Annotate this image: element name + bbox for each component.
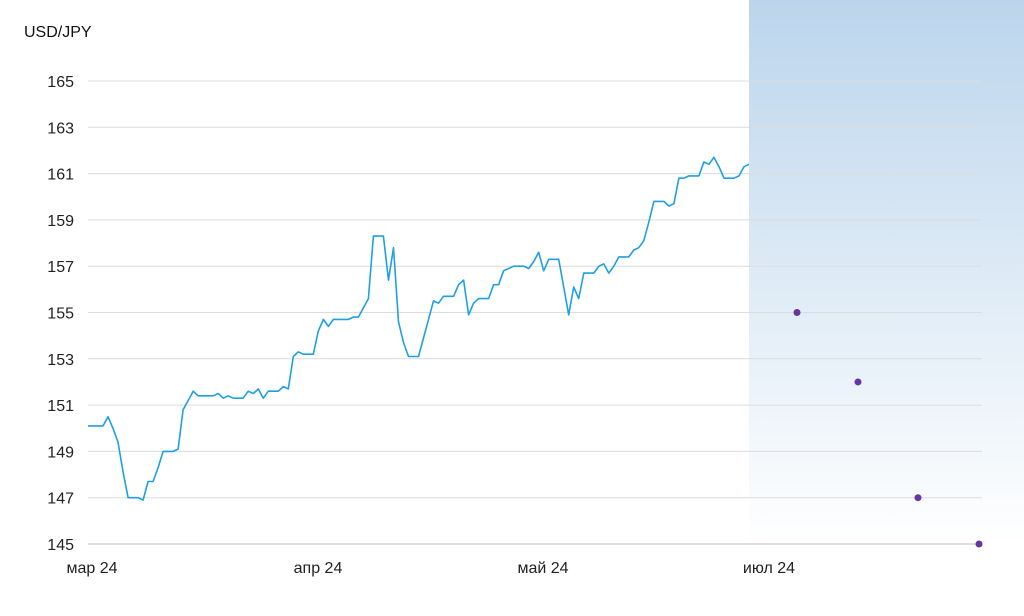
- x-tick-label: апр 24: [294, 560, 343, 577]
- forecast-point[interactable]: [914, 494, 922, 502]
- y-tick-label: 163: [47, 120, 74, 137]
- y-tick-label: 151: [47, 398, 74, 415]
- y-tick-label: 147: [47, 491, 74, 508]
- y-tick-label: 157: [47, 259, 74, 276]
- forecast-point[interactable]: [975, 540, 983, 548]
- y-tick-label: 161: [47, 167, 74, 184]
- series-layer: [88, 156, 983, 548]
- usdjpy-history-line: [88, 156, 750, 501]
- y-tick-label: 149: [47, 444, 74, 461]
- forecast-region-shade: [749, 0, 1024, 545]
- y-tick-label: 145: [47, 537, 74, 554]
- grid-lines: [88, 80, 982, 545]
- y-tick-label: 165: [47, 74, 74, 91]
- y-tick-label: 155: [47, 306, 74, 323]
- y-tick-label: 153: [47, 352, 74, 369]
- x-axis-ticks: мар 24 апр 24 май 24 июл 24: [66, 560, 795, 577]
- y-axis-ticks: 145 147 149 151 153 155 157 159 161 163 165: [47, 74, 74, 554]
- y-tick-label: 159: [47, 213, 74, 230]
- x-tick-label: мар 24: [66, 560, 117, 577]
- x-tick-label: май 24: [517, 560, 568, 577]
- x-tick-label: июл 24: [743, 560, 795, 577]
- y-axis-label: USD/JPY: [24, 24, 92, 41]
- forecast-point[interactable]: [793, 309, 801, 316]
- forecast-point[interactable]: [854, 378, 862, 386]
